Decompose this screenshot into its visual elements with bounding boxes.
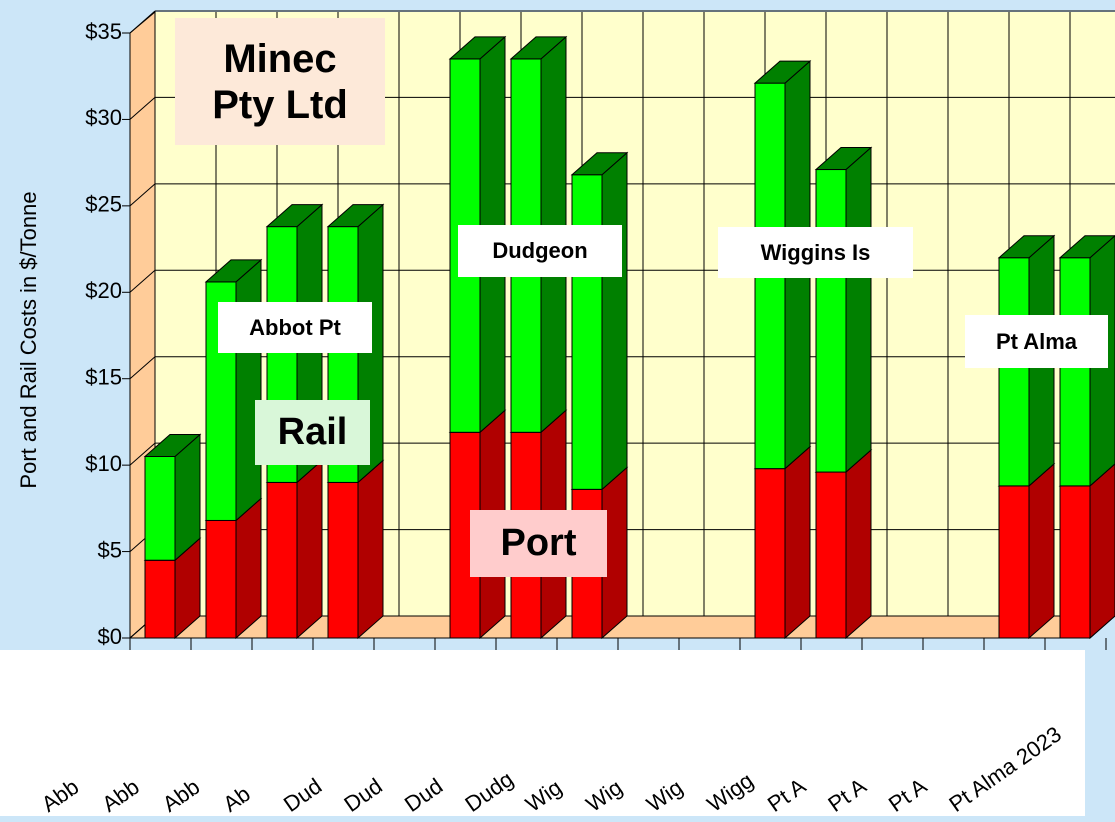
annotation: Wiggins Is [718, 227, 913, 278]
bar-segment [815, 169, 847, 473]
bar-segment [1059, 485, 1091, 639]
bar-side [235, 258, 262, 522]
bar-segment [144, 456, 176, 561]
bar-segment [754, 468, 786, 639]
bar-segment [571, 174, 603, 490]
y-tick-label: $35 [85, 19, 122, 44]
bar-top [753, 60, 812, 84]
bar-segment [144, 559, 176, 639]
bar-top [997, 235, 1056, 259]
y-tick-label: $15 [85, 365, 122, 390]
grid-line [129, 10, 156, 34]
y-axis-label: Port and Rail Costs in $/Tonne [16, 191, 41, 488]
bar-top [509, 36, 568, 60]
y-tick-label: $20 [85, 278, 122, 303]
annotation: Dudgeon [458, 225, 622, 277]
grid-line [129, 442, 156, 466]
bar-segment [998, 485, 1030, 639]
bar-segment [266, 481, 298, 639]
bar-top [570, 152, 629, 176]
bar-side [784, 445, 811, 640]
bar-segment [998, 257, 1030, 487]
bar-side [845, 448, 872, 640]
bar-side [1028, 462, 1055, 640]
bar-top [265, 204, 324, 228]
bar-segment [815, 471, 847, 639]
grid-line [129, 269, 156, 293]
grid-line [129, 183, 156, 207]
bar-side [296, 459, 323, 640]
y-tick-label: $10 [85, 451, 122, 476]
y-tick-label: $5 [98, 537, 122, 562]
y-tick-label: $0 [98, 624, 122, 649]
chart-title: Minec Pty Ltd [175, 18, 385, 145]
bar-side [235, 497, 262, 640]
bar-segment [205, 519, 237, 639]
bar-top [814, 147, 873, 171]
y-tick-label: $25 [85, 192, 122, 217]
legend-rail: Rail [255, 400, 370, 465]
y-tick-label: $30 [85, 105, 122, 130]
grid-line [129, 356, 156, 380]
bar-side [845, 146, 872, 474]
bar-side [1089, 463, 1115, 640]
bar-top [204, 259, 263, 283]
bar-side [357, 459, 384, 640]
label-panel [0, 650, 1085, 816]
bar-segment [1059, 257, 1091, 487]
annotation: Pt Alma [965, 315, 1108, 368]
bar-top [1058, 235, 1115, 259]
bar-top [448, 36, 507, 60]
annotation: Abbot Pt [218, 302, 372, 353]
grid-line [129, 97, 156, 120]
bar-top [143, 434, 202, 457]
legend-port: Port [470, 510, 607, 577]
bar-segment [327, 481, 359, 639]
bar-top [326, 204, 385, 228]
bar-side [601, 151, 628, 491]
